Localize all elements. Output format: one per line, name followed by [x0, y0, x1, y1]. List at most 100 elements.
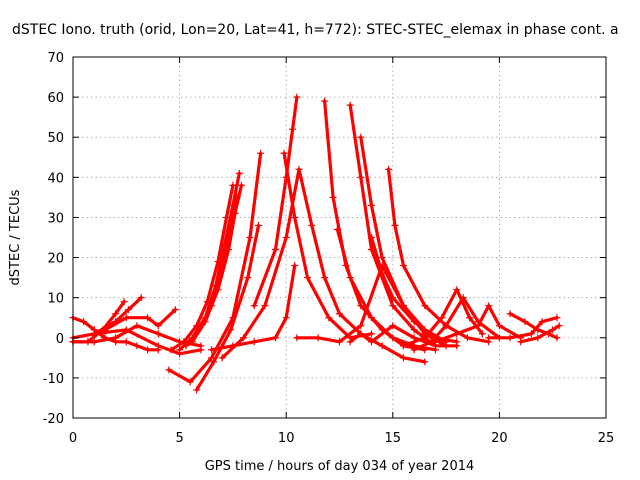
series-group — [69, 93, 563, 394]
data-point — [534, 334, 542, 342]
data-point — [133, 342, 141, 350]
data-point — [357, 330, 365, 338]
y-tick-label: 30 — [47, 211, 64, 226]
data-point — [329, 193, 337, 201]
data-point — [321, 97, 329, 105]
data-point — [240, 334, 248, 342]
plot-frame — [72, 56, 607, 419]
data-point — [227, 326, 235, 334]
data-point — [438, 314, 446, 322]
data-point — [304, 274, 312, 282]
data-point — [485, 302, 493, 310]
x-tick-label: 25 — [598, 431, 615, 446]
data-point — [124, 306, 132, 314]
data-point — [197, 346, 205, 354]
data-point — [80, 318, 88, 326]
series-line-16 — [295, 264, 448, 348]
data-point — [346, 101, 354, 109]
data-point — [549, 326, 557, 334]
y-tick-label: 70 — [47, 51, 64, 66]
data-point — [188, 338, 196, 346]
data-point — [357, 133, 365, 141]
data-point — [225, 246, 233, 254]
data-point — [210, 358, 218, 366]
data-point — [463, 334, 471, 342]
data-point — [193, 386, 201, 394]
data-point — [534, 326, 542, 334]
data-point — [453, 286, 461, 294]
data-point — [282, 234, 290, 241]
data-point — [325, 314, 333, 322]
data-point — [367, 330, 375, 338]
data-point — [442, 322, 450, 330]
data-point — [538, 318, 546, 326]
y-axis-label: dSTEC / TECUs — [8, 189, 23, 285]
data-point — [421, 302, 429, 310]
y-tick-label: -20 — [43, 412, 64, 427]
data-point — [254, 221, 262, 229]
series-line-12 — [210, 264, 297, 352]
y-tick-label: 40 — [47, 171, 64, 186]
data-point — [321, 274, 329, 282]
x-tick-label: 5 — [175, 431, 183, 446]
data-point — [229, 181, 237, 189]
data-point — [167, 346, 175, 354]
data-point — [399, 262, 407, 270]
data-point — [495, 322, 503, 330]
axis-ticks: 0 5 10 15 20 25 -20 -10 0 10 20 30 40 50 60 70 — [43, 51, 615, 446]
data-point — [336, 310, 343, 318]
data-point — [357, 173, 365, 181]
data-point — [474, 322, 482, 330]
data-point — [272, 246, 280, 254]
data-point — [410, 346, 418, 354]
data-point — [291, 213, 299, 221]
data-point — [367, 314, 375, 322]
data-point — [506, 334, 514, 342]
data-point — [218, 354, 226, 362]
data-point — [122, 326, 130, 334]
data-point — [272, 334, 280, 342]
data-point — [308, 221, 316, 229]
x-tick-label: 0 — [69, 431, 77, 446]
data-point — [553, 314, 561, 322]
data-point — [385, 165, 393, 173]
data-point — [122, 338, 130, 346]
data-point — [367, 201, 375, 209]
data-point — [389, 334, 397, 342]
chart-title: dSTEC Iono. truth (orid, Lon=20, Lat=41,… — [12, 22, 619, 38]
x-axis-label: GPS time / hours of day 034 of year 2014 — [205, 459, 475, 474]
data-point — [154, 322, 162, 330]
data-point — [122, 314, 130, 322]
data-point — [485, 334, 493, 342]
data-point — [367, 234, 375, 241]
x-tick-label: 20 — [491, 431, 508, 446]
data-point — [137, 294, 145, 302]
data-point — [346, 338, 354, 346]
data-point — [289, 125, 297, 133]
data-point — [120, 298, 128, 306]
data-point — [250, 302, 258, 310]
data-point — [90, 338, 98, 346]
data-point — [389, 322, 397, 330]
data-point — [261, 302, 269, 310]
data-point — [144, 346, 152, 354]
series-line-9 — [190, 183, 243, 344]
data-point — [244, 274, 252, 282]
data-point — [112, 334, 120, 342]
data-point — [399, 354, 407, 362]
data-point — [421, 334, 429, 342]
data-point — [280, 149, 288, 157]
data-point — [257, 149, 265, 157]
data-point — [214, 286, 222, 294]
data-point — [282, 314, 290, 322]
series-line-25 — [412, 296, 501, 352]
data-point — [291, 262, 299, 270]
data-point — [459, 294, 467, 302]
data-point — [453, 342, 461, 350]
data-point — [231, 209, 239, 217]
y-tick-label: 10 — [47, 292, 64, 307]
data-point — [112, 310, 120, 318]
data-point — [208, 346, 216, 354]
data-point — [391, 221, 399, 229]
